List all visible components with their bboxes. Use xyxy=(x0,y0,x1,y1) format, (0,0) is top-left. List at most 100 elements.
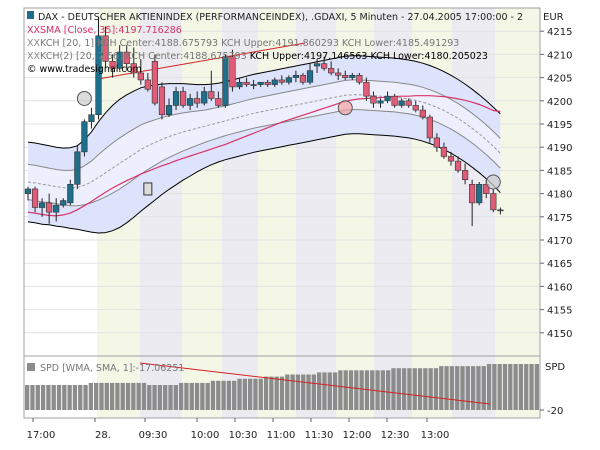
kch2-legend-suffix: KCH Upper:4197.146563 KCH Lower:4180.205… xyxy=(250,51,488,62)
candle-body xyxy=(123,51,130,64)
spd-bar xyxy=(470,366,476,410)
spd-bar xyxy=(524,364,529,410)
spd-bar xyxy=(327,372,332,410)
sma-legend-icon: XX xyxy=(27,25,41,36)
x-tick-label: 13:00 xyxy=(421,430,450,441)
candle-body xyxy=(497,209,504,212)
kch-legend: KCH [20, 1] KCH Center:4188.675793 KCH U… xyxy=(40,38,459,49)
candle-body xyxy=(433,137,441,148)
y-tick-label: 4165 xyxy=(547,259,572,270)
spd-bar xyxy=(322,372,327,410)
spd-bar xyxy=(460,366,465,410)
y-tick-label: 4215 xyxy=(547,27,572,38)
candle-body xyxy=(243,81,250,85)
candle-body xyxy=(151,61,159,104)
spd-histogram xyxy=(25,364,539,410)
spd-bar xyxy=(391,368,396,410)
spd-legend: SPD [WMA, SMA, 1]:-17.06251 xyxy=(40,363,184,374)
spd-bar xyxy=(285,374,290,410)
source-credit: © www.tradesignal.com xyxy=(27,64,142,75)
sma-legend: SMA [Close, 35]:4197.716286 xyxy=(40,25,182,36)
candle-body xyxy=(363,81,370,97)
x-tick-label: 11:30 xyxy=(305,430,334,441)
spd-bar xyxy=(200,382,205,410)
candle-body xyxy=(384,95,391,102)
x-tick-label: 10:00 xyxy=(191,430,220,441)
spd-panel-frame xyxy=(23,355,541,419)
spd-bar xyxy=(364,370,370,410)
y-tick-label: 4180 xyxy=(547,190,572,201)
spd-bar xyxy=(178,382,184,410)
candle-body xyxy=(257,81,264,85)
spd-bar xyxy=(380,370,386,410)
candle-body xyxy=(306,70,314,83)
spd-bar xyxy=(481,366,486,410)
spd-bar xyxy=(205,382,210,410)
spd-bar xyxy=(115,382,120,410)
x-tick-label: 11:00 xyxy=(267,430,296,441)
sma-line xyxy=(27,95,501,217)
candle-body xyxy=(236,81,243,88)
spd-bar xyxy=(35,385,40,410)
spd-bar xyxy=(386,370,391,410)
spd-bar xyxy=(221,380,226,410)
x-tick-label: 12:30 xyxy=(381,430,410,441)
spd-bar xyxy=(502,364,508,410)
signal-marker-circle xyxy=(485,174,501,190)
spd-bar xyxy=(359,370,364,410)
spd-bar xyxy=(396,368,401,410)
spd-bar xyxy=(83,385,88,410)
candle-body xyxy=(144,79,151,90)
y-tick-label: 4175 xyxy=(547,213,572,224)
kch2-legend-prefix: KCH(2) [20, 2.66] KCH Center:4188.675793 xyxy=(40,51,250,62)
spd-bar xyxy=(88,382,94,410)
candle-body xyxy=(137,72,144,81)
candle-body xyxy=(313,63,321,67)
candle-body xyxy=(285,77,292,83)
spd-bar xyxy=(173,385,178,410)
spd-bar xyxy=(449,366,455,410)
spd-bar xyxy=(354,370,359,410)
spd-bar xyxy=(258,378,263,410)
spd-bar xyxy=(534,364,539,410)
spd-bar xyxy=(152,385,157,410)
spd-bar xyxy=(168,385,173,410)
kch-channel-fill xyxy=(28,79,501,206)
kch-upper-line xyxy=(27,79,501,171)
candle-body xyxy=(95,35,102,116)
candle-body xyxy=(377,100,384,104)
y-tick-label: 4190 xyxy=(547,143,572,154)
spd-bar xyxy=(412,368,417,410)
candle-body xyxy=(172,91,180,106)
candle-body xyxy=(31,188,39,208)
candle-body xyxy=(222,56,229,106)
x-tick-label: 28. xyxy=(95,430,111,441)
candle-body xyxy=(490,193,497,211)
spd-legend-icon xyxy=(27,363,35,371)
candle-body xyxy=(24,188,32,194)
candle-body xyxy=(320,63,328,69)
currency-label: EUR xyxy=(543,12,564,23)
spd-bar xyxy=(67,385,72,410)
signal-marker-circle xyxy=(337,100,353,116)
price-axis: 4150 4155 4160 4165 4170 4175 4180 4185 4190 4195… xyxy=(540,27,572,340)
candle-body xyxy=(116,51,123,69)
spd-bar xyxy=(141,382,147,410)
spd-bar xyxy=(184,382,189,410)
spd-bar xyxy=(348,370,354,410)
spd-bar xyxy=(189,382,194,410)
x-tick-label: 17:00 xyxy=(27,430,56,441)
candle-body xyxy=(180,91,187,106)
spd-bar xyxy=(56,385,62,410)
spd-bar xyxy=(109,382,115,410)
spd-bar xyxy=(216,380,221,410)
candle-body xyxy=(278,79,285,83)
y-tick-label: 4210 xyxy=(547,50,572,61)
signal-markers xyxy=(76,90,501,196)
y-tick-label: 4150 xyxy=(547,329,572,340)
candle-body xyxy=(412,105,419,111)
candle-body xyxy=(208,91,215,99)
candle-body xyxy=(426,116,433,139)
spd-bar xyxy=(508,364,513,410)
